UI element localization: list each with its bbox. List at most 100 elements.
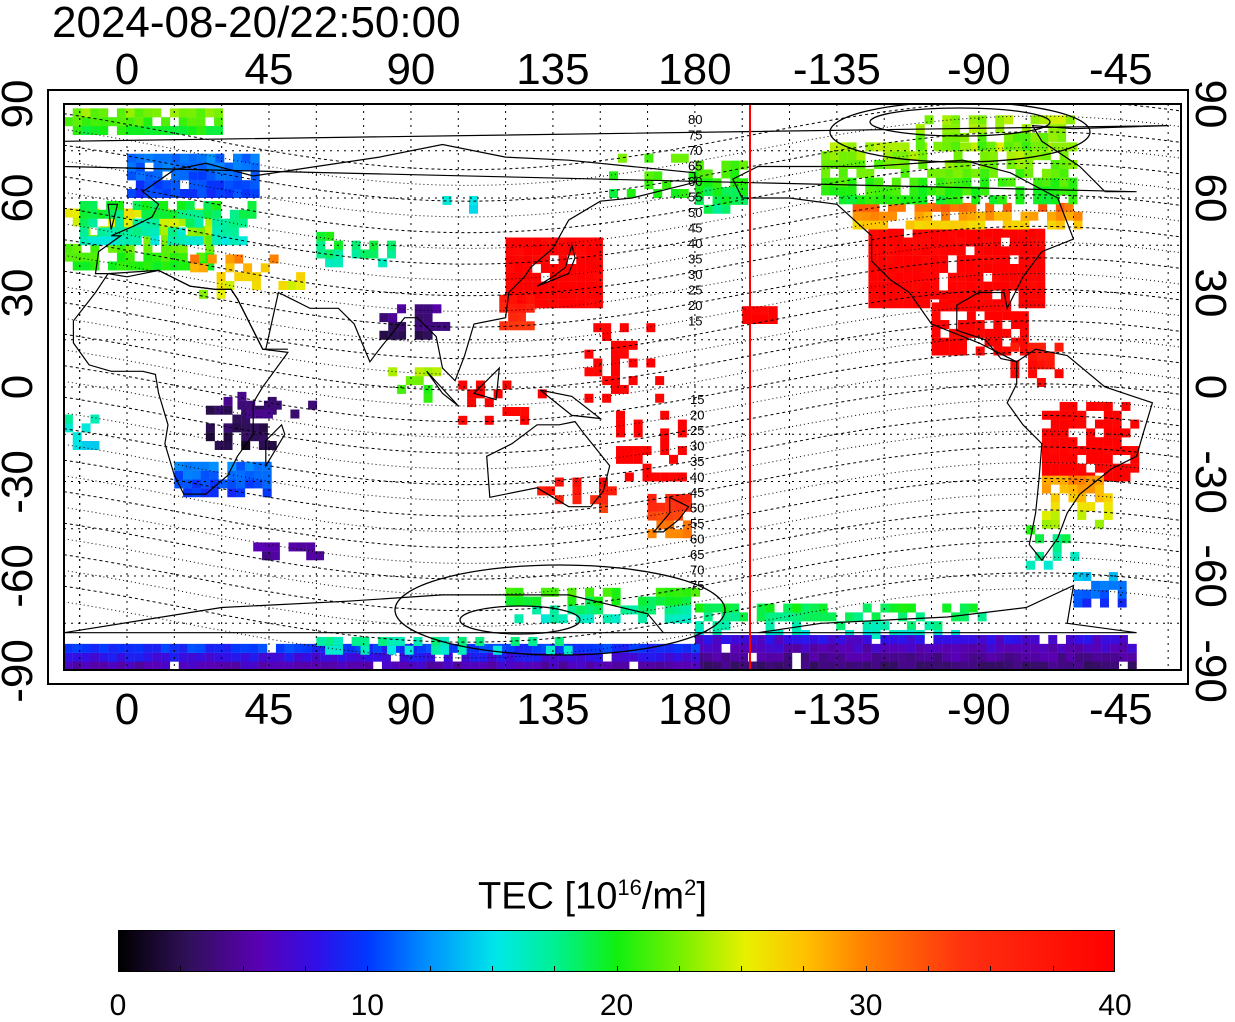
tec-cell <box>1004 115 1014 125</box>
tec-cell <box>965 255 975 265</box>
tec-cell <box>882 151 892 161</box>
tec-cell <box>593 367 603 377</box>
tec-cell <box>426 652 436 662</box>
tec-cell <box>870 211 880 221</box>
tec-cell <box>940 202 950 212</box>
tec-cell <box>1064 211 1074 221</box>
tec-cell <box>1059 484 1069 494</box>
tec-cell <box>1039 661 1049 670</box>
tec-cell <box>106 200 116 210</box>
tec-cell <box>655 652 665 662</box>
contour-label: 30 <box>688 267 702 282</box>
tec-cell <box>868 290 878 300</box>
tec-cell <box>633 428 643 438</box>
tec-cell <box>1006 177 1016 187</box>
tec-cell <box>721 603 731 613</box>
tec-cell <box>682 614 692 624</box>
tec-cell <box>616 428 626 438</box>
tec-cell <box>72 208 82 218</box>
tec-cell <box>1059 437 1069 447</box>
tec-cell <box>673 587 683 597</box>
tec-cell <box>1103 493 1113 503</box>
tec-cell <box>944 160 954 170</box>
tec-cell <box>900 168 910 178</box>
tec-cell <box>951 652 961 662</box>
tec-cell <box>670 189 680 198</box>
tec-cell <box>894 290 904 300</box>
tec-cell <box>244 461 254 471</box>
colorbar-tick-label: 10 <box>350 989 384 1022</box>
tec-cell <box>1027 237 1037 247</box>
tec-cell <box>238 218 248 228</box>
tec-cell <box>388 313 398 323</box>
tec-cell <box>836 643 846 653</box>
tec-cell <box>381 643 391 653</box>
tec-cell <box>484 415 494 425</box>
tec-cell <box>132 236 142 246</box>
tec-cell <box>229 236 239 246</box>
tec-cell <box>660 446 670 456</box>
tec-cell <box>423 393 433 403</box>
tec-cell <box>576 605 586 615</box>
tec-cell <box>847 160 857 170</box>
tec-cell <box>397 330 407 340</box>
tec-cell <box>862 643 872 653</box>
tec-cell <box>985 211 995 221</box>
tec-cell <box>1012 652 1022 662</box>
tec-cell <box>730 612 740 622</box>
tec-cell <box>150 200 160 210</box>
tec-cell <box>1059 410 1069 420</box>
tec-cell <box>877 246 887 256</box>
tec-cell <box>870 202 880 212</box>
tec-cell <box>903 290 913 300</box>
tec-cell <box>903 237 913 247</box>
tec-cell <box>223 423 233 433</box>
tec-cell <box>783 603 793 613</box>
timestamp: 2024-08-20/22:50:00 <box>52 0 461 47</box>
tec-cell <box>284 643 294 653</box>
tec-cell <box>1048 643 1058 653</box>
tec-cell <box>205 108 215 118</box>
tec-cell <box>1038 202 1048 212</box>
tec-cell <box>378 636 388 646</box>
tec-cell <box>549 587 559 597</box>
tec-cell <box>205 217 215 227</box>
tec-cell <box>673 652 683 662</box>
tec-cell <box>90 117 100 127</box>
tec-cell <box>829 142 839 152</box>
tec-cell <box>865 195 875 205</box>
tec-cell <box>249 652 259 662</box>
tec-cell <box>967 220 977 230</box>
tec-cell <box>143 261 153 271</box>
tec-cell <box>1039 115 1049 125</box>
tec-cell <box>891 195 901 205</box>
tec-cell <box>470 661 480 670</box>
tec-cell <box>1054 342 1064 352</box>
tec-cell <box>853 643 863 653</box>
tec-cell <box>185 209 195 219</box>
tec-cell <box>868 228 878 238</box>
tec-cell <box>664 661 674 670</box>
tec-cell <box>1036 360 1046 370</box>
tec-cell <box>887 211 897 221</box>
tec-cell <box>337 661 347 670</box>
tec-cell <box>947 237 957 247</box>
tec-cell <box>1009 263 1019 273</box>
tec-cell <box>951 132 961 142</box>
tec-cell <box>730 187 740 197</box>
tec-cell <box>475 389 485 399</box>
tec-cell <box>983 228 993 238</box>
tec-cell <box>756 661 766 670</box>
tec-cell <box>853 612 863 622</box>
tec-cell <box>549 299 559 309</box>
tec-cell <box>1050 463 1060 473</box>
tec-cell <box>829 177 839 187</box>
tec-cell <box>712 204 722 214</box>
tec-cell <box>918 160 928 170</box>
coastlines <box>64 124 1169 634</box>
tec-cell <box>774 630 784 639</box>
contour-label: 45 <box>688 221 702 236</box>
tec-cell <box>1103 454 1113 464</box>
tec-cell <box>974 272 984 282</box>
tec-cell <box>871 630 881 639</box>
